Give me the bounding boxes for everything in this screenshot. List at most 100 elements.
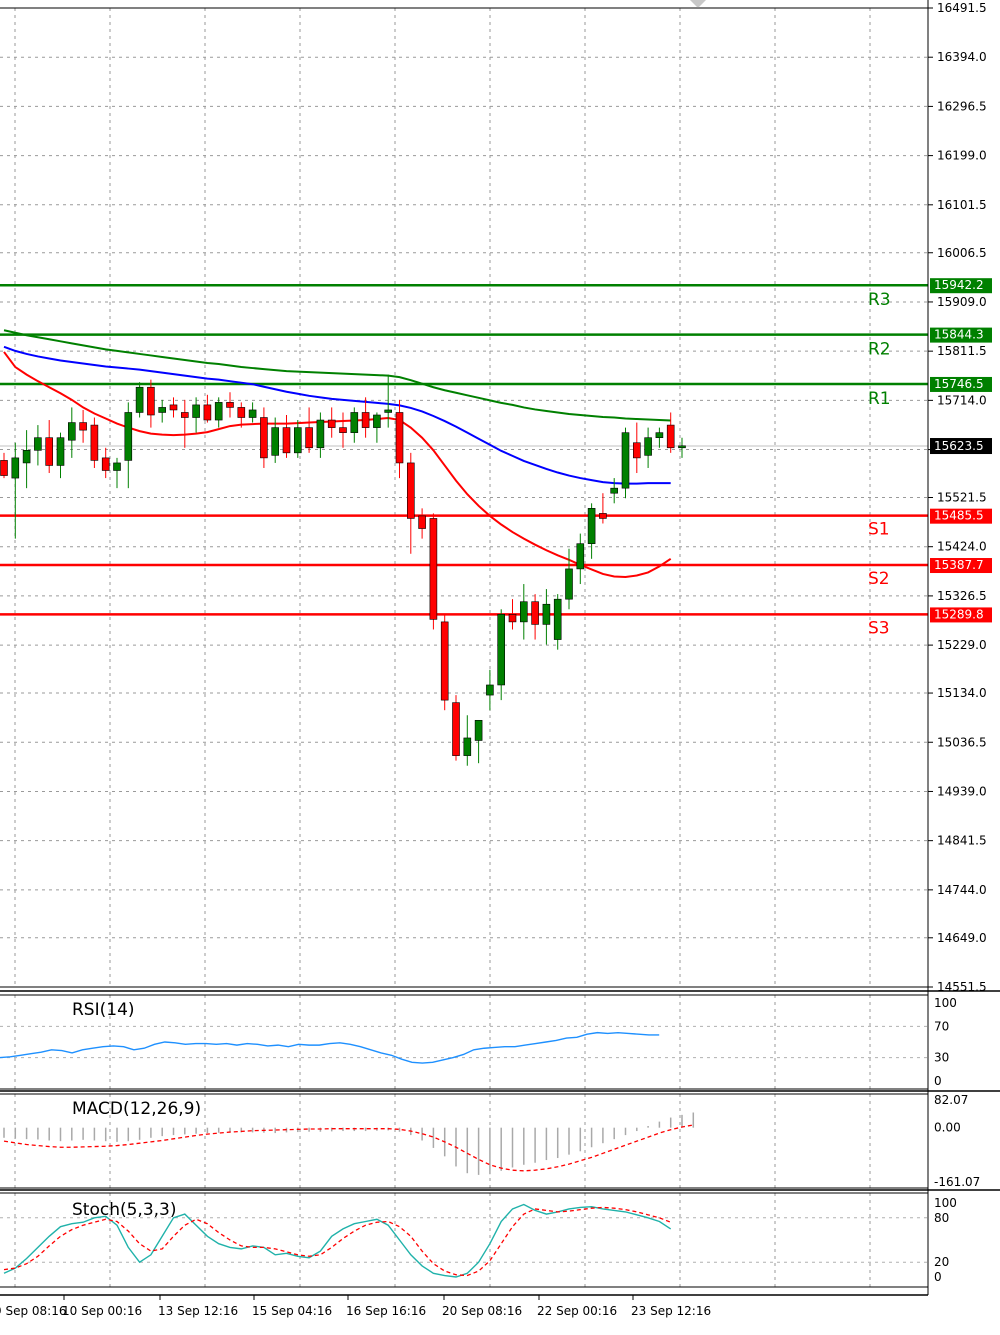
stoch-axis-label: 100 [934,1196,957,1210]
price-axis-label: 14939.0 [937,784,987,798]
candle-body [486,684,494,696]
candle [90,417,99,468]
price-axis-label: 15714.0 [937,393,987,407]
candle [429,513,438,630]
level-name-r2: R2 [868,340,891,360]
level-price-box-r3 [930,278,992,294]
current-price-box [930,438,992,455]
price-axis-label: 15134.0 [937,686,987,700]
candle [237,402,246,428]
level-name-s1: S1 [868,520,890,540]
candle [678,437,686,458]
macd-title: MACD(12,26,9) [72,1099,201,1119]
candle [282,414,291,458]
candle [169,397,178,418]
time-axis-label: 20 Sep 08:16 [442,1304,522,1318]
candle-body [440,621,449,701]
candle-body [599,513,607,519]
candle-body [68,422,76,441]
level-price-box-s2 [930,558,992,574]
price-axis-label: 15811.5 [937,344,987,358]
candle-body [632,442,641,459]
candle-body [350,412,359,433]
candle [361,397,370,438]
price-axis-label: 15424.0 [937,540,987,554]
candle [56,432,65,479]
candle [135,382,144,418]
macd-axis-label: -161.07 [934,1175,980,1189]
candle [124,402,133,489]
candle-body [553,598,562,640]
candle [373,412,381,443]
candle-body [0,460,8,476]
candle [0,452,8,479]
candle [248,402,257,423]
candle-body [214,402,223,421]
candle-body [474,719,483,741]
candle-body [678,445,686,449]
candle-body [519,601,528,623]
candle [531,594,539,640]
candle [271,417,280,463]
candle-body [497,614,506,686]
candle-body [587,508,596,544]
candle-body [260,417,268,459]
candle [508,599,517,630]
price-axis-label: 15521.5 [937,491,987,505]
candle [632,422,641,474]
candle [34,425,42,466]
level-price-label: 15485.5 [934,509,984,523]
candle-body [644,437,652,456]
candle [327,407,336,438]
pivot-levels-layer [0,278,992,623]
time-axis-label: 22 Sep 00:16 [537,1304,617,1318]
candle [203,394,212,423]
time-axis-label: 23 Sep 12:16 [631,1304,711,1318]
price-axis-label: 16101.5 [937,198,987,212]
candle-body [508,614,517,623]
candle [158,399,166,423]
price-axis-label: 15909.0 [937,295,987,309]
rsi-axis-label: 0 [934,1074,942,1088]
candle-body [192,404,200,418]
time-axis-label: 15 Sep 04:16 [252,1304,332,1318]
candle [22,430,31,489]
stoch-axis-label: 20 [934,1255,949,1269]
price-axis-label: 14841.5 [937,834,987,848]
candle-body [135,386,144,413]
level-name-s3: S3 [868,618,890,638]
candle-body [90,424,99,461]
candle-body [565,568,573,600]
candle-body [248,409,257,418]
candle [350,407,359,443]
candle [293,420,302,458]
candle-body [384,409,393,413]
candle [418,508,426,539]
candle [260,407,268,468]
price-axis-label: 14744.0 [937,883,987,897]
time-axis-label: 9 Sep 08:16 [0,1304,66,1318]
level-price-label: 15746.5 [934,377,984,391]
level-price-box-r1 [930,376,992,392]
candle-body [158,407,166,413]
candle [395,399,404,479]
price-axis-label: 15229.0 [937,638,987,652]
candle [45,420,54,474]
frame-layer [0,0,1000,1300]
price-axis-label: 15036.5 [937,735,987,749]
candle-body [101,457,110,471]
candle [474,719,483,764]
candle [599,493,607,524]
level-name-s2: S2 [868,569,890,589]
candle-body [463,737,472,756]
rsi-axis-label: 100 [934,996,957,1010]
candle-body [406,462,415,519]
candle-body [361,412,370,428]
candle [519,584,528,640]
candle [497,609,506,701]
candle-body [395,412,404,464]
indicators-layer [0,1031,695,1278]
candle [192,397,200,433]
